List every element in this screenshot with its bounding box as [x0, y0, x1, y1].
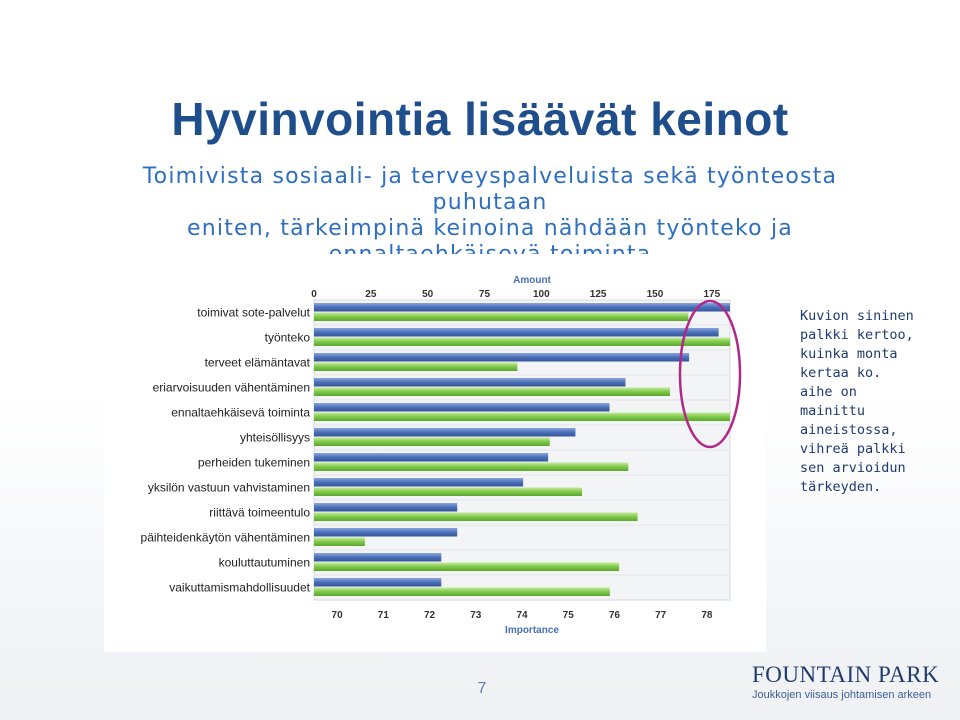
bottom-tick-label: 76 — [609, 610, 621, 621]
bar-chart: Amount 0 25 50 75 100 125 150 175 70 71 72 73 74 75 76 7… — [141, 275, 742, 636]
amount-bar — [314, 303, 730, 312]
slide-title: Hyvinvointia lisäävät keinot — [171, 93, 789, 145]
importance-bar — [314, 587, 610, 596]
importance-bar — [314, 337, 730, 346]
category-label: kouluttautuminen — [219, 556, 310, 570]
category-label: toimivat sote-palvelut — [197, 306, 310, 320]
bottom-tick-label: 73 — [470, 610, 482, 621]
category-label: päihteidenkäytön vähentäminen — [141, 531, 310, 545]
top-tick-label: 150 — [647, 289, 664, 300]
amount-bar — [314, 353, 690, 362]
chart-explanation-note: Kuvion sininen palkki kertoo, kuinka mon… — [800, 308, 914, 495]
amount-bar — [314, 428, 576, 437]
importance-bar — [314, 512, 638, 521]
logo-name: FOUNTAIN PARK — [752, 662, 940, 687]
amount-bar — [314, 378, 626, 387]
importance-bar — [314, 562, 620, 571]
amount-bar — [314, 403, 610, 412]
top-tick-label: 0 — [311, 289, 317, 300]
amount-bar — [314, 553, 442, 562]
page-number: 7 — [477, 680, 487, 697]
amount-bar — [314, 528, 458, 537]
subtitle-line-2: eniten, tärkeimpinä keinoina nähdään työ… — [187, 216, 793, 241]
top-tick-label: 75 — [479, 289, 491, 300]
top-tick-label: 125 — [590, 289, 607, 300]
bottom-tick-label: 77 — [655, 610, 667, 621]
importance-bar — [314, 412, 730, 421]
top-tick-label: 25 — [365, 289, 377, 300]
category-label: vaikuttamismahdollisuudet — [169, 581, 310, 595]
top-tick-label: 50 — [422, 289, 434, 300]
amount-bar — [314, 478, 524, 487]
top-tick-label: 175 — [703, 289, 720, 300]
importance-bar — [314, 362, 518, 371]
bottom-tick-label: 70 — [332, 610, 344, 621]
highlight-ellipse — [678, 299, 742, 449]
top-axis-label: Amount — [513, 275, 551, 286]
importance-bar — [314, 312, 689, 321]
category-label: työnteko — [265, 331, 311, 345]
importance-bar — [314, 387, 670, 396]
logo-tagline: Joukkojen viisaus johtamisen arkeen — [752, 689, 932, 701]
importance-bar — [314, 462, 629, 471]
top-tick-label: 100 — [533, 289, 550, 300]
category-label: terveet elämäntavat — [205, 356, 311, 370]
category-label: ennaltaehkäisevä toiminta — [171, 406, 310, 420]
importance-bar — [314, 487, 583, 496]
amount-bar — [314, 503, 458, 512]
amount-bar — [314, 578, 442, 587]
category-label: eriarvoisuuden vähentäminen — [153, 381, 310, 395]
amount-bar — [314, 328, 719, 337]
slide-subtitle: Toimivista sosiaali- ja terveyspalveluis… — [90, 164, 890, 268]
category-label: yhteisöllisyys — [240, 431, 310, 445]
bottom-tick-label: 75 — [563, 610, 575, 621]
bar-chart-panel: Amount 0 25 50 75 100 125 150 175 70 71 72 73 74 75 76 7… — [104, 254, 766, 652]
bottom-tick-label: 71 — [378, 610, 390, 621]
bottom-tick-label: 72 — [424, 610, 436, 621]
category-label: riittävä toimeentulo — [209, 506, 310, 520]
importance-bar — [314, 537, 365, 546]
bottom-tick-label: 74 — [516, 610, 528, 621]
bottom-tick-label: 78 — [701, 610, 713, 621]
category-label: perheiden tukeminen — [198, 456, 310, 470]
subtitle-line-1: Toimivista sosiaali- ja terveyspalveluis… — [142, 164, 838, 215]
category-label: yksilön vastuun vahvistaminen — [148, 481, 310, 495]
amount-bar — [314, 453, 549, 462]
bottom-axis-label: Importance — [505, 625, 559, 636]
importance-bar — [314, 437, 550, 446]
company-logo: FOUNTAIN PARK Joukkojen viisaus johtamis… — [752, 662, 942, 701]
